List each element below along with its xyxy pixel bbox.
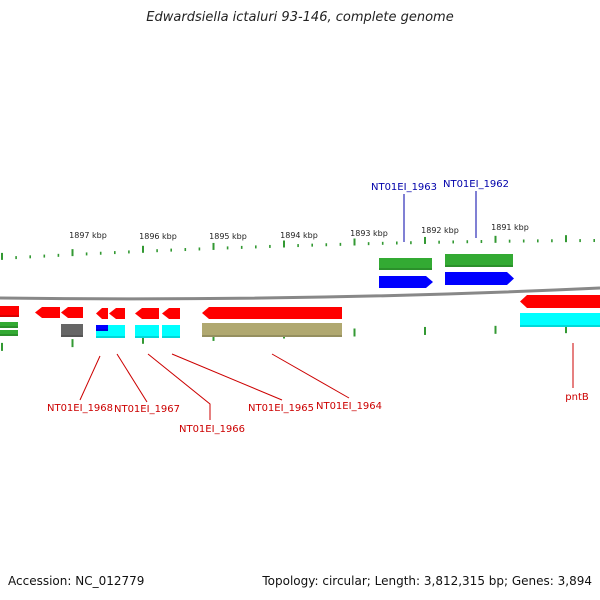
gene-label: NT01EI_1966 bbox=[179, 424, 245, 435]
genome-backbone bbox=[0, 286, 600, 301]
gene-label: NT01EI_1967 bbox=[114, 404, 180, 415]
leader-line bbox=[79, 355, 101, 401]
cds-feature-shade bbox=[520, 325, 600, 327]
reverse-gene-arrow bbox=[379, 276, 433, 288]
scale-label: 1894 kbp bbox=[280, 231, 318, 240]
cds-feature-shade bbox=[162, 336, 180, 338]
pseudo-feature-shade bbox=[61, 335, 83, 337]
feature-tracks bbox=[0, 254, 600, 338]
map-title: Edwardsiella ictaluri 93-146, complete g… bbox=[146, 10, 454, 25]
gene-feature bbox=[0, 306, 19, 317]
cds-feature-shade bbox=[135, 336, 159, 338]
reverse-gene-arrow bbox=[445, 272, 514, 285]
gene-labels: NT01EI_1963 NT01EI_1962 NT01EI_1968 NT01… bbox=[47, 179, 589, 435]
leader-line bbox=[271, 353, 350, 399]
rna-feature bbox=[0, 330, 18, 336]
cds-feature-shade bbox=[96, 336, 125, 338]
gene-label: pntB bbox=[565, 392, 589, 403]
forward-gene-arrow bbox=[35, 307, 60, 318]
rna-feature bbox=[379, 258, 432, 270]
cds-feature bbox=[162, 325, 180, 338]
scale-label: 1897 kbp bbox=[69, 231, 107, 240]
gene-feature-shade bbox=[0, 315, 19, 317]
forward-gene-arrow bbox=[202, 307, 342, 319]
reverse-gene-fragment bbox=[96, 325, 108, 331]
forward-gene-arrow bbox=[135, 308, 159, 319]
gene-label: NT01EI_1968 bbox=[47, 403, 113, 414]
misc-feature-shade bbox=[202, 335, 342, 337]
rna-feature-shade bbox=[445, 265, 513, 267]
gene-label: NT01EI_1963 bbox=[371, 182, 437, 193]
rna-feature bbox=[445, 254, 513, 267]
label-leader-lines bbox=[79, 191, 574, 420]
gene-label: NT01EI_1964 bbox=[316, 401, 382, 412]
rna-feature-shade bbox=[0, 326, 18, 328]
genome-summary: Topology: circular; Length: 3,812,315 bp… bbox=[262, 574, 592, 588]
scale-label: 1896 kbp bbox=[139, 232, 177, 241]
gene-label: NT01EI_1962 bbox=[443, 179, 509, 190]
pseudo-feature bbox=[61, 324, 83, 337]
forward-gene-arrow bbox=[109, 308, 125, 319]
cds-feature bbox=[520, 313, 600, 327]
forward-gene-arrow bbox=[520, 295, 600, 308]
scale-label: 1893 kbp bbox=[350, 229, 388, 238]
scale-label: 1892 kbp bbox=[421, 226, 459, 235]
scale-label: 1891 kbp bbox=[491, 223, 529, 232]
leader-line bbox=[171, 353, 283, 401]
leader-line bbox=[147, 353, 211, 420]
accession-label: Accession: NC_012779 bbox=[8, 574, 145, 588]
forward-gene-arrow bbox=[96, 308, 108, 319]
forward-gene-arrow bbox=[162, 308, 180, 319]
gene-label: NT01EI_1965 bbox=[248, 403, 314, 414]
rna-feature bbox=[0, 322, 18, 328]
cds-feature bbox=[135, 325, 159, 338]
rna-feature-shade bbox=[379, 268, 432, 270]
forward-gene-arrow bbox=[61, 307, 83, 318]
scale-label: 1895 kbp bbox=[209, 232, 247, 241]
reverse-gene-fragment-shade bbox=[96, 329, 108, 331]
tick-marks-top bbox=[1, 235, 596, 260]
scale-labels: 1897 kbp 1896 kbp 1895 kbp 1894 kbp 1893… bbox=[69, 223, 529, 241]
misc-feature bbox=[202, 323, 342, 337]
rna-feature-shade bbox=[0, 334, 18, 336]
leader-line bbox=[116, 353, 148, 403]
